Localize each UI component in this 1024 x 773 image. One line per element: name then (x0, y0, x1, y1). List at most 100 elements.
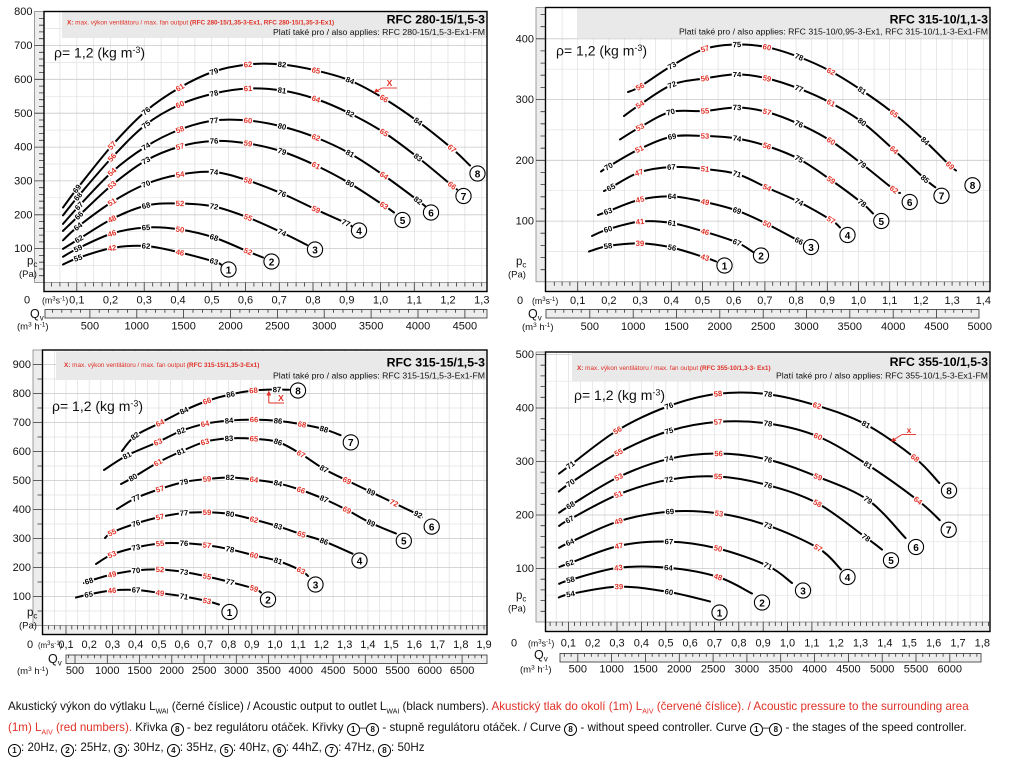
svg-text:800: 800 (14, 6, 32, 18)
svg-text:68: 68 (141, 200, 152, 211)
svg-text:65: 65 (249, 434, 259, 444)
svg-text:80: 80 (277, 121, 287, 132)
svg-text:4000: 4000 (802, 664, 826, 676)
svg-text:500: 500 (66, 665, 84, 677)
svg-text:1,0: 1,0 (780, 638, 795, 650)
svg-text:81: 81 (273, 555, 285, 566)
svg-text:60: 60 (243, 116, 252, 126)
svg-text:700: 700 (14, 40, 32, 52)
svg-text:51: 51 (700, 164, 710, 174)
svg-text:6: 6 (429, 522, 435, 533)
svg-text:82: 82 (344, 108, 356, 120)
svg-text:65: 65 (84, 589, 95, 600)
svg-text:6000: 6000 (938, 664, 962, 676)
svg-text:57: 57 (713, 417, 722, 427)
svg-text:68: 68 (84, 575, 95, 586)
svg-text:1,3: 1,3 (944, 295, 959, 307)
svg-text:0: 0 (24, 295, 30, 307)
svg-text:0: 0 (511, 638, 517, 650)
svg-text:80: 80 (344, 178, 356, 190)
svg-text:0,8: 0,8 (788, 295, 803, 307)
svg-text:1: 1 (722, 261, 728, 272)
svg-text:55: 55 (155, 539, 165, 549)
svg-text:3500: 3500 (838, 321, 862, 333)
svg-text:1000: 1000 (621, 321, 645, 333)
svg-text:3500: 3500 (256, 665, 280, 677)
svg-text:4: 4 (845, 231, 851, 242)
svg-text:Platí také pro / also applies:: Platí také pro / also applies: RFC 280-1… (273, 27, 485, 37)
svg-text:4: 4 (356, 226, 362, 237)
svg-text:5000: 5000 (353, 665, 377, 677)
svg-text:0,4: 0,4 (634, 638, 649, 650)
svg-text:77: 77 (225, 577, 236, 588)
svg-text:(Pa): (Pa) (508, 604, 526, 615)
svg-text:1000: 1000 (599, 664, 623, 676)
svg-text:66: 66 (295, 484, 306, 495)
svg-text:53: 53 (106, 549, 117, 561)
svg-text:56: 56 (714, 449, 723, 458)
svg-text:1,6: 1,6 (926, 638, 941, 650)
svg-text:73: 73 (733, 103, 742, 112)
svg-text:5000: 5000 (870, 664, 894, 676)
svg-text:1,1: 1,1 (407, 295, 422, 307)
svg-text:1,8: 1,8 (453, 639, 468, 651)
svg-text:63: 63 (378, 199, 390, 211)
svg-text:6500: 6500 (450, 665, 474, 677)
svg-text:73: 73 (140, 155, 152, 167)
svg-text:4000: 4000 (406, 321, 430, 333)
svg-text:66: 66 (793, 235, 805, 247)
svg-text:60: 60 (664, 587, 674, 597)
svg-text:8: 8 (970, 181, 976, 192)
svg-text:71: 71 (732, 169, 743, 180)
svg-text:2000: 2000 (708, 321, 732, 333)
svg-text:53: 53 (714, 509, 724, 519)
svg-text:67: 67 (667, 162, 676, 171)
svg-text:0,5: 0,5 (151, 639, 166, 651)
svg-text:87: 87 (318, 463, 330, 475)
svg-text:ρ= 1,2 (kg m-3): ρ= 1,2 (kg m-3) (556, 43, 647, 59)
svg-text:0,9: 0,9 (339, 295, 354, 307)
svg-text:47: 47 (614, 541, 624, 552)
svg-text:6: 6 (428, 208, 434, 219)
svg-text:64: 64 (249, 475, 259, 485)
svg-text:70: 70 (140, 178, 151, 190)
svg-text:3000: 3000 (794, 321, 818, 333)
svg-text:50: 50 (761, 218, 773, 230)
svg-text:100: 100 (516, 216, 534, 228)
svg-text:57: 57 (155, 512, 165, 523)
svg-text:1,2: 1,2 (440, 295, 455, 307)
svg-text:54: 54 (566, 589, 577, 600)
svg-text:4000: 4000 (881, 321, 905, 333)
svg-text:1,9: 1,9 (476, 639, 491, 651)
svg-text:ρ= 1,2 (kg m-3): ρ= 1,2 (kg m-3) (574, 387, 665, 403)
svg-text:1500: 1500 (664, 321, 688, 333)
svg-text:pc: pc (516, 256, 526, 270)
svg-text:74: 74 (209, 167, 219, 177)
svg-text:8: 8 (475, 169, 481, 180)
svg-text:3500: 3500 (359, 321, 383, 333)
svg-text:60: 60 (762, 42, 772, 53)
svg-text:57: 57 (202, 540, 212, 550)
svg-text:92: 92 (412, 509, 424, 521)
svg-text:78: 78 (225, 544, 236, 555)
svg-text:76: 76 (663, 400, 674, 411)
svg-text:89: 89 (365, 517, 377, 529)
svg-text:6: 6 (913, 543, 919, 554)
svg-text:3: 3 (312, 245, 318, 256)
svg-text:59: 59 (72, 243, 84, 255)
svg-text:0,2: 0,2 (601, 295, 616, 307)
svg-text:69: 69 (341, 504, 353, 516)
svg-text:X: X (278, 393, 284, 403)
svg-text:1,2: 1,2 (829, 638, 844, 650)
svg-text:62: 62 (564, 558, 575, 569)
svg-text:57: 57 (825, 214, 837, 226)
svg-text:43: 43 (614, 563, 624, 573)
svg-text:39: 39 (636, 239, 645, 248)
svg-text:76: 76 (210, 136, 219, 145)
svg-text:0,2: 0,2 (585, 638, 600, 650)
svg-text:6: 6 (907, 198, 913, 209)
svg-text:52: 52 (156, 565, 165, 574)
svg-text:69: 69 (731, 205, 742, 216)
svg-text:59: 59 (762, 73, 772, 84)
svg-text:69: 69 (665, 507, 674, 517)
